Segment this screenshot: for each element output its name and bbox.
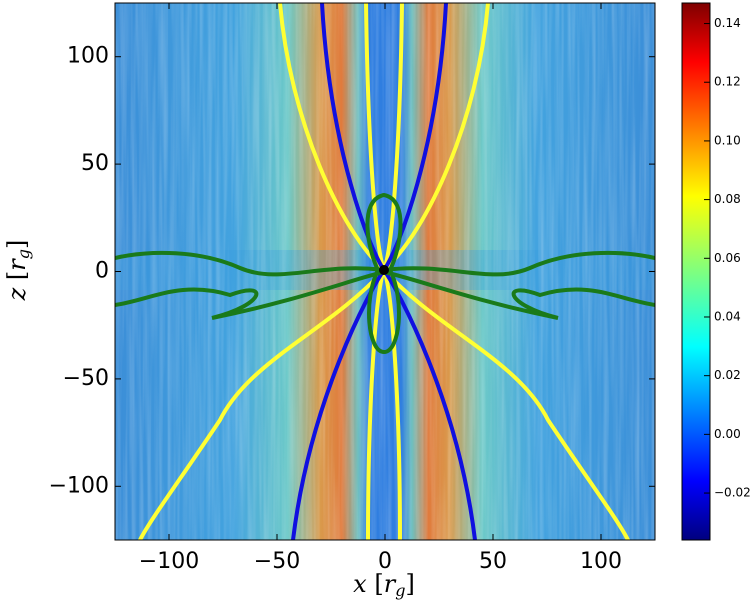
y-tick-label: −50	[63, 366, 109, 391]
x-tick-label: −50	[254, 549, 300, 574]
colorbar-tick-label: 0.06	[714, 251, 741, 265]
colorbar	[681, 2, 711, 541]
y-tick-label: −100	[49, 473, 109, 498]
colorbar-tick-label: −0.02	[714, 486, 750, 500]
colorbar-tick-label: 0.12	[714, 75, 741, 89]
y-tick-label: 100	[67, 44, 109, 69]
x-tick-label: 100	[580, 549, 622, 574]
x-axis-label: x [rg]	[353, 570, 415, 600]
colorbar-tick-label: 0.00	[714, 427, 741, 441]
colorbar-tick-label: 0.10	[714, 133, 741, 147]
colorbar-tick-label: 0.04	[714, 309, 741, 323]
y-tick-label: 50	[81, 151, 109, 176]
x-tick-label: 50	[479, 549, 507, 574]
colorbar-tick-label: 0.08	[714, 192, 741, 206]
x-tick-label: −100	[139, 549, 199, 574]
y-axis-label: z [rg]	[3, 240, 33, 302]
field-image	[115, 3, 655, 540]
x-tick-label: 0	[378, 549, 392, 574]
colorbar-tick-label: 0.02	[714, 368, 741, 382]
colorbar-tick-label: 0.14	[714, 16, 741, 30]
y-tick-label: 0	[95, 259, 109, 284]
